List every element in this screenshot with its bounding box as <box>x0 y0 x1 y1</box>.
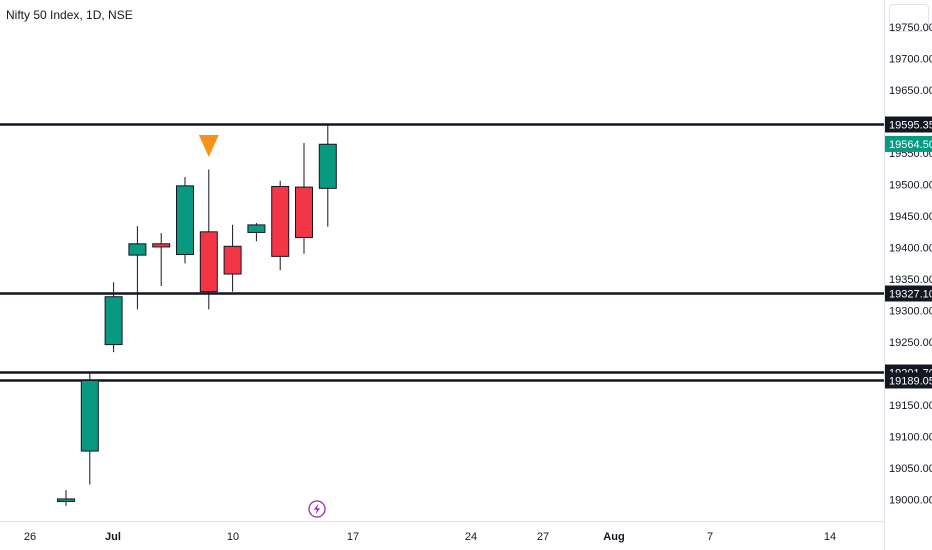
candle-body <box>128 243 147 256</box>
candle[interactable] <box>104 282 123 353</box>
price-axis-label: 19000.00 <box>889 495 932 507</box>
candle-body <box>57 498 75 502</box>
time-axis-label: Jul <box>105 531 121 543</box>
price-axis-label: 19150.00 <box>889 400 932 412</box>
price-axis-label: 19450.00 <box>889 211 932 223</box>
line-price-badge: 19595.35 <box>885 116 932 133</box>
time-axis-label: 26 <box>24 531 36 543</box>
svg-text:19189.05: 19189.05 <box>889 375 932 387</box>
candle[interactable] <box>318 124 337 227</box>
candle-body <box>176 185 194 256</box>
line-price-badge: 19327.10 <box>885 285 932 302</box>
candle[interactable] <box>176 177 194 264</box>
candle-body <box>271 185 290 257</box>
line-price-badge: 19189.05 <box>885 372 932 389</box>
horizontal-lines-layer <box>0 123 884 382</box>
price-scale-button[interactable] <box>889 4 929 32</box>
price-axis-label: 19500.00 <box>889 180 932 192</box>
time-axis-label: 7 <box>707 531 713 543</box>
time-axis-label: 27 <box>537 531 549 543</box>
price-axis-label: 19050.00 <box>889 463 932 475</box>
candle[interactable] <box>271 180 290 271</box>
time-axis-label: Aug <box>603 531 624 543</box>
svg-text:19564.50: 19564.50 <box>889 139 932 151</box>
candle[interactable] <box>57 490 75 506</box>
candle-body <box>80 380 99 452</box>
last-price-badge: 19564.50 <box>885 135 932 152</box>
candle[interactable] <box>80 372 99 485</box>
price-axis[interactable]: 19750.0019700.0019650.0019550.0019500.00… <box>889 22 932 507</box>
candle[interactable] <box>247 223 266 242</box>
price-axis-label: 19100.00 <box>889 432 932 444</box>
price-axis-label: 19300.00 <box>889 306 932 318</box>
price-axis-label: 19650.00 <box>889 85 932 97</box>
chart-title: Nifty 50 Index, 1D, NSE <box>6 8 133 22</box>
price-axis-label: 19750.00 <box>889 22 932 34</box>
time-axis-label: 24 <box>465 531 477 543</box>
marker-layer <box>198 135 326 518</box>
time-axis-label: 14 <box>824 531 836 543</box>
price-axis-label: 19350.00 <box>889 274 932 286</box>
price-axis-label: 19400.00 <box>889 243 932 255</box>
candle-body <box>152 243 171 248</box>
lightning-icon[interactable] <box>308 500 326 518</box>
time-axis[interactable]: 26 Jul 10 17 24 27 Aug 7 14 <box>24 531 836 543</box>
candle[interactable] <box>223 224 242 292</box>
svg-text:19327.10: 19327.10 <box>889 289 932 301</box>
candle[interactable] <box>199 169 218 310</box>
triangle-down-icon[interactable] <box>198 135 219 157</box>
candle-body <box>295 186 313 238</box>
candle[interactable] <box>128 226 147 310</box>
candle[interactable] <box>295 142 313 254</box>
candle-body <box>104 296 123 346</box>
candle-body <box>247 224 266 233</box>
candle-body <box>318 143 337 189</box>
time-axis-label: 17 <box>347 531 359 543</box>
time-axis-label: 10 <box>227 531 239 543</box>
candle[interactable] <box>152 233 171 287</box>
price-axis-label: 19700.00 <box>889 54 932 66</box>
candles-layer <box>57 124 337 506</box>
price-axis-label: 19250.00 <box>889 337 932 349</box>
svg-text:19595.35: 19595.35 <box>889 120 932 132</box>
candle-body <box>223 245 242 275</box>
candle-body <box>199 231 218 293</box>
